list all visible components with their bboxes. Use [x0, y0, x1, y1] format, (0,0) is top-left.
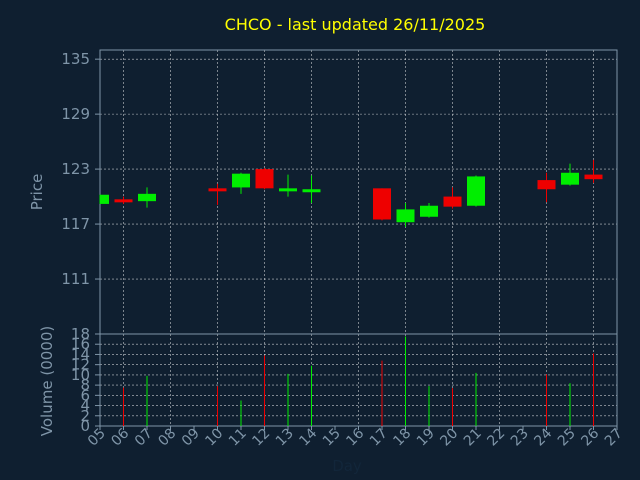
- x-tick-label: 17: [367, 426, 391, 450]
- volume-tick-label: 6: [80, 386, 90, 404]
- candle-body: [279, 188, 297, 192]
- candle-body: [232, 173, 250, 188]
- candle-body: [302, 189, 321, 193]
- candles: [99, 159, 603, 227]
- x-tick-label: 10: [202, 426, 226, 450]
- price-tick-label: 117: [61, 215, 90, 233]
- volume-tick-label: 18: [71, 325, 90, 343]
- x-axis-label: Day: [332, 457, 362, 475]
- x-tick-label: 25: [555, 426, 579, 450]
- volume-gridlines: [100, 334, 617, 426]
- candle-body: [138, 193, 156, 202]
- x-tick-label: 23: [508, 426, 532, 450]
- price-axis-label: Price: [28, 174, 46, 211]
- price-gridlines: [100, 50, 617, 334]
- volume-tick-label: 8: [80, 376, 90, 394]
- x-tick-label: 22: [484, 426, 508, 450]
- x-tick-label: 12: [249, 426, 273, 450]
- x-tick-label: 24: [531, 425, 555, 449]
- x-tick-label: 13: [273, 426, 297, 450]
- chart-title: CHCO - last updated 26/11/2025: [225, 15, 486, 34]
- volume-bars: [123, 336, 594, 426]
- candle-body: [100, 194, 109, 204]
- x-tick-label: 09: [179, 426, 203, 450]
- volume-tick-label: 12: [71, 356, 90, 374]
- x-tick-label: 14: [296, 425, 320, 449]
- candle-body: [420, 205, 438, 217]
- price-tick-label: 111: [61, 270, 90, 288]
- candle-body: [255, 169, 274, 189]
- price-y-ticks: 111 117 123 129 135: [61, 50, 100, 288]
- candle-body: [208, 188, 227, 192]
- x-tick-label: 19: [414, 426, 438, 450]
- volume-tick-label: 14: [71, 345, 90, 363]
- x-tick-label: 06: [108, 425, 132, 449]
- volume-axis-label: Volume (0000): [38, 326, 56, 436]
- x-tick-label: 18: [390, 426, 414, 450]
- volume-tick-label: 0: [80, 417, 90, 435]
- price-tick-label: 129: [61, 105, 90, 123]
- volume-tick-label: 4: [80, 397, 90, 415]
- x-ticks: 05 06 07 08 09 10 11 12 13 14 15 16 17 18 19 20 21 22 23 24…: [85, 425, 626, 449]
- candle-body: [373, 188, 391, 220]
- x-tick-label: 20: [437, 426, 461, 450]
- x-tick-label: 15: [320, 426, 344, 450]
- candle-body: [396, 209, 415, 223]
- candle-body: [584, 174, 603, 180]
- candle-body: [537, 180, 556, 190]
- candle-body: [443, 196, 462, 207]
- x-tick-label: 07: [132, 426, 156, 450]
- x-tick-label: 27: [602, 426, 626, 450]
- candle-body: [114, 199, 133, 203]
- price-tick-label: 123: [61, 160, 90, 178]
- volume-tick-label: 2: [80, 407, 90, 425]
- candle-body: [467, 176, 485, 206]
- volume-tick-label: 16: [71, 335, 90, 353]
- x-tick-label: 08: [155, 426, 179, 450]
- x-tick-label: 26: [578, 425, 602, 449]
- x-tick-label: 11: [226, 426, 250, 450]
- candle-body: [561, 172, 579, 185]
- x-tick-label: 16: [343, 425, 367, 449]
- x-tick-label: 21: [461, 426, 485, 450]
- price-tick-label: 135: [61, 50, 90, 68]
- volume-tick-label: 10: [71, 366, 90, 384]
